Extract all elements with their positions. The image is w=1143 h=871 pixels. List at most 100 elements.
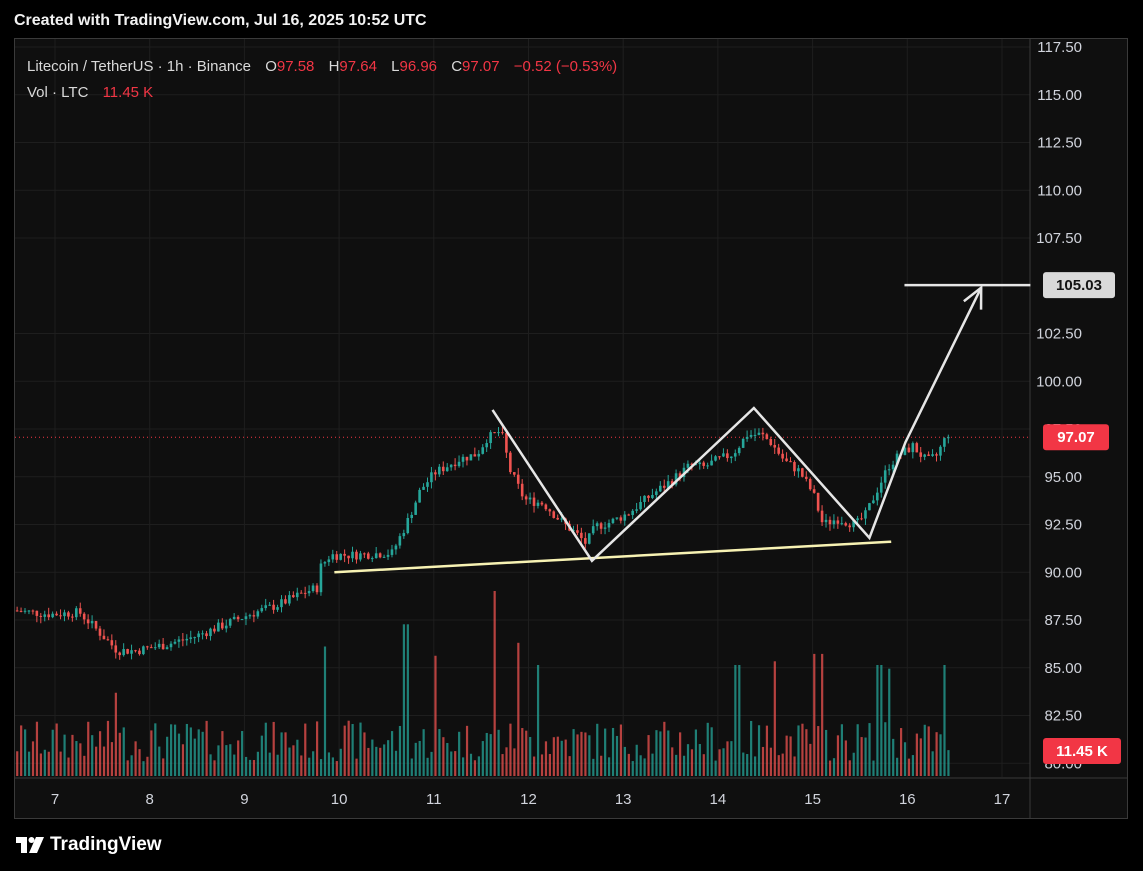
tradingview-logo[interactable]: TradingView (16, 834, 162, 856)
volume-bar (501, 754, 504, 776)
volume-bar (927, 726, 930, 776)
price-tick-label: 87.50 (1044, 612, 1082, 629)
volume-bar (256, 751, 260, 776)
candle-body (883, 470, 887, 483)
volume-bar (923, 724, 926, 776)
volume-bar (233, 754, 236, 776)
candle-body (177, 639, 181, 642)
legend-ohlc-row: Litecoin / TetherUS · 1h · Binance O97.5… (27, 54, 617, 80)
volume-bar (316, 721, 319, 776)
candle-body (134, 650, 137, 652)
candle-body (749, 434, 753, 437)
volume-bar (509, 723, 512, 776)
volume-bar (347, 720, 350, 776)
volume-bar (639, 755, 642, 776)
candle-body (366, 553, 370, 559)
volume-bar (840, 724, 843, 776)
price-tick-label: 95.00 (1044, 469, 1082, 486)
candle-body (414, 502, 417, 515)
candle-body (252, 615, 256, 617)
volume-bar (43, 749, 46, 776)
candle-body (860, 518, 863, 520)
candle-body (773, 445, 777, 448)
volume-badge-text: 11.45 K (1056, 743, 1108, 760)
volume-bar (351, 724, 354, 776)
candle-body (15, 610, 19, 612)
volume-bar (260, 735, 263, 776)
volume-bar (832, 758, 836, 776)
volume-bar (308, 757, 311, 776)
legend-volume-label[interactable]: Vol · LTC (27, 84, 89, 101)
volume-bar (907, 758, 911, 776)
candle-body (639, 501, 642, 510)
volume-bar (718, 749, 721, 776)
volume-bar (280, 732, 283, 776)
volume-bar (158, 746, 161, 776)
candle-body (438, 466, 441, 475)
candle-body (173, 641, 177, 644)
pattern-zigzag-line[interactable] (491, 287, 983, 563)
volume-bar (485, 732, 488, 776)
time-tick-label: 10 (331, 791, 348, 808)
price-tick-label: 92.50 (1044, 517, 1082, 534)
candle-body (118, 652, 122, 656)
time-tick-label: 12 (520, 791, 537, 808)
candle-body (323, 562, 327, 564)
candle-body (299, 592, 303, 594)
candle-body (501, 432, 504, 434)
volume-bar (521, 728, 524, 776)
volume-bar (797, 725, 800, 776)
volume-bar (319, 759, 323, 776)
volume-bar (142, 761, 145, 776)
volume-bar (375, 746, 378, 776)
volume-bar (229, 744, 232, 776)
neckline-trendline[interactable] (334, 540, 892, 574)
candle-body (643, 495, 646, 502)
candle-body (457, 461, 461, 467)
legend-low-value: 96.96 (399, 58, 438, 75)
candle-body (840, 523, 844, 525)
volume-bar (848, 760, 851, 776)
legend-open-key: O (265, 58, 277, 75)
volume-bar (327, 752, 331, 776)
candle-body (836, 520, 840, 524)
candle-body (23, 610, 27, 612)
candle-body (903, 447, 907, 455)
volume-bar (675, 754, 678, 776)
volume-bar (134, 741, 137, 776)
time-tick-label: 7 (51, 791, 59, 808)
candle-body (205, 633, 208, 637)
volume-bar (461, 757, 465, 776)
candle-body (418, 489, 421, 503)
volume-bar (872, 760, 875, 776)
candle-body (812, 489, 816, 493)
volume-bar (422, 729, 425, 776)
volume-bar (730, 741, 733, 776)
volume-bar (102, 746, 106, 776)
volume-bar (173, 724, 177, 776)
candle-body (90, 621, 94, 624)
candle-body (702, 462, 705, 466)
volume-bar (943, 665, 946, 776)
candle-body (915, 443, 919, 453)
volume-bar (209, 754, 212, 776)
candle-body (67, 612, 70, 617)
volume-bar (288, 747, 291, 776)
legend-symbol[interactable]: Litecoin / TetherUS · 1h · Binance (27, 58, 252, 75)
candle-body (469, 454, 473, 461)
candle-body (923, 454, 926, 457)
candle-body (149, 647, 153, 649)
volume-bar (777, 755, 780, 776)
volume-bar (248, 759, 252, 776)
volume-bar (899, 728, 903, 776)
volume-bar (426, 757, 429, 776)
volume-bar (225, 745, 228, 776)
volume-bar (773, 661, 776, 776)
volume-bar (517, 642, 520, 776)
volume-bar (536, 665, 540, 776)
candle-body (919, 452, 923, 457)
last-price-badge (1043, 424, 1109, 451)
volume-bar (821, 653, 824, 776)
volume-bar (805, 729, 808, 776)
